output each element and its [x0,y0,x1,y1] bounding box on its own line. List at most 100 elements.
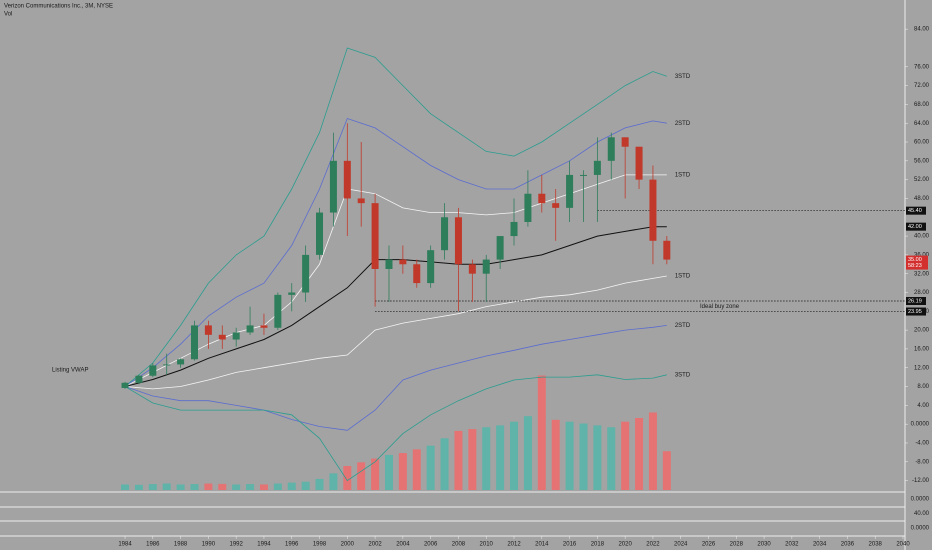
candle-body [454,217,462,265]
volume-bar [551,419,560,490]
volume-bar [301,481,310,490]
candle-body [649,179,657,241]
x-tick-label: 2020 [618,542,632,548]
candle-body [663,240,671,260]
volume-bar [329,473,338,490]
volume-bar [343,466,352,490]
x-tick-label: 2034 [813,542,827,548]
volume-bar [496,425,505,490]
x-tick-label: 1994 [257,542,271,548]
candle-body [385,259,393,269]
pane-label: 0.0000 [911,497,930,503]
y-tick-label: 52.00 [914,177,930,183]
band-line [124,117,667,387]
chart-subtitle: Vol [4,12,12,18]
volume-bar [398,453,407,490]
x-tick-label: 2030 [757,542,771,548]
volume-bar [579,423,588,490]
y-tick-label: 68.00 [914,102,930,108]
volume-bar [190,484,199,490]
candle-body [482,259,490,274]
y-tick-label: 76.00 [914,64,930,70]
x-tick-label: 2026 [702,542,716,548]
candle-body [302,254,310,293]
volume-bar [357,462,366,490]
volume-bar [565,421,574,490]
y-tick-label: 72.00 [914,83,930,89]
x-tick-label: 2002 [368,542,382,548]
x-tick-label: 2016 [563,542,577,548]
y-tick-label: -4.00 [915,441,929,447]
x-tick-label: 2022 [646,542,660,548]
candle-body [316,212,324,255]
volume-bar [468,429,477,490]
band-label: 2STD [675,323,691,329]
x-tick-label: 2018 [591,542,605,548]
band-label: 1STD [675,173,691,179]
x-tick-label: 1986 [146,542,160,548]
volume-bar [273,483,282,490]
annotation: Ideal buy zone [700,304,740,310]
x-tick-label: 2014 [535,542,549,548]
candle-body [163,364,171,366]
band-label: 2STD [675,121,691,127]
price-box-label: 42.00 [908,224,922,230]
candle-body [274,294,282,328]
volume-bar [287,482,296,490]
volume-bar [384,454,393,490]
candle-body [524,193,532,222]
candle-body [288,292,296,295]
candle-body [177,359,185,365]
volume-bar [635,418,644,490]
volume-bar [148,484,157,490]
candle-body [468,264,476,274]
volume-bar [593,425,602,490]
volume-bar [371,458,380,490]
volume-bar [246,484,255,490]
candle-body [357,198,365,204]
price-box-label: 45.40 [908,208,922,214]
volume-bar [176,484,185,490]
y-tick-label: 20.00 [914,328,930,334]
candle-body [371,203,379,269]
price-box-label: 26.19 [908,298,922,304]
price-box [906,307,926,316]
candle-body [566,174,574,208]
candle-body [343,160,351,199]
x-tick-label: 1996 [285,542,299,548]
x-tick-label: 2000 [341,542,355,548]
volume-bar [648,412,657,490]
y-tick-label: -12.00 [912,478,930,484]
x-tick-label: 1998 [313,542,327,548]
y-tick-label: 40.00 [914,234,930,240]
candle-body [149,365,157,376]
volume-bar [426,445,435,490]
x-tick-label: 2008 [452,542,466,548]
y-tick-label: 36.00 [914,252,930,258]
price-box-label: 23.95 [908,309,922,315]
candle-body [399,259,407,265]
volume-bar [259,484,268,490]
candle-body [635,146,643,180]
y-tick-label: 48.00 [914,196,930,202]
band-label: 3STD [675,372,691,378]
volume-bar [621,421,630,490]
candle-body [218,334,226,340]
candle-body [413,264,421,284]
volume-bar [315,478,324,490]
y-tick-label: 12.00 [914,365,930,371]
volume-bar [454,430,463,490]
candle-body [190,325,198,360]
volume-bar [162,483,171,490]
candle-body [260,325,268,328]
band-label: 1STD [675,274,691,280]
candle-body [510,221,518,237]
annotation: Listing VWAP [52,368,88,374]
volume-bar [412,449,421,490]
x-tick-label: 2036 [841,542,855,548]
volume-bar [134,484,143,490]
candle-body [621,137,629,147]
y-tick-label: 16.00 [914,347,930,353]
candle-body [441,217,449,251]
candle-body [135,375,143,383]
